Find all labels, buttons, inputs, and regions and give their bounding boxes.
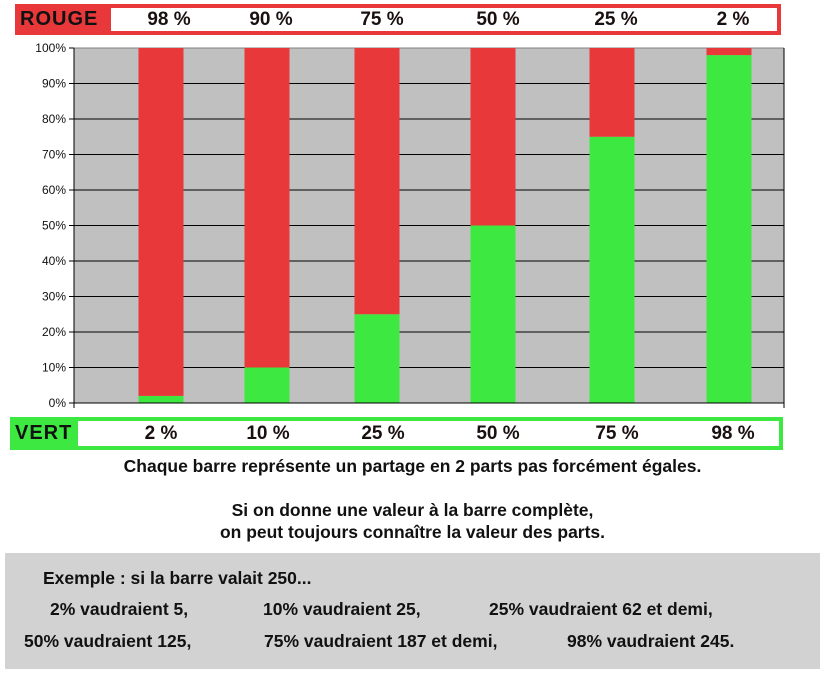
example-item: 2% vaudraient 5, (50, 599, 189, 619)
caption-line-2: Si on donne une valeur à la barre complè… (231, 500, 594, 520)
bar-rouge (470, 48, 516, 226)
y-tick-label: 30% (42, 290, 66, 304)
rouge-value: 2 % (716, 8, 750, 30)
rouge-value: 98 % (147, 8, 191, 30)
vert-value: 98 % (711, 422, 755, 444)
rouge-value: 90 % (249, 8, 293, 30)
bar-vert (706, 55, 752, 403)
bar-rouge (138, 48, 184, 396)
rouge-legend-band: ROUGE 98 % 90 % 75 % 50 % 25 % 2 % (15, 4, 781, 35)
bar-rouge (706, 48, 752, 56)
rouge-value: 75 % (360, 8, 404, 30)
vert-value: 10 % (246, 422, 290, 444)
rouge-value: 25 % (594, 8, 638, 30)
vert-label: VERT (10, 421, 78, 446)
y-tick-label: 40% (42, 254, 66, 268)
example-box: Exemple : si la barre valait 250... 2% v… (5, 553, 820, 669)
bar-vert (138, 395, 184, 403)
example-title: Exemple : si la barre valait 250... (43, 568, 312, 588)
y-tick-label: 90% (42, 77, 66, 91)
example-item: 75% vaudraient 187 et demi, (264, 631, 498, 651)
y-tick-label: 100% (35, 41, 66, 55)
vert-legend-band: VERT 2 % 10 % 25 % 50 % 75 % 98 % (10, 417, 783, 450)
vert-value: 75 % (595, 422, 639, 444)
example-item: 50% vaudraient 125, (24, 631, 192, 651)
bar-vert (244, 367, 290, 403)
bar-vert (589, 136, 635, 403)
y-tick-label: 0% (49, 396, 67, 410)
y-tick-label: 50% (42, 219, 66, 233)
y-tick-label: 80% (42, 112, 66, 126)
bar-rouge (244, 48, 290, 368)
bar-rouge (354, 48, 400, 315)
bar-rouge (589, 48, 635, 137)
bar-vert (354, 314, 400, 403)
vert-value: 2 % (144, 422, 178, 444)
rouge-label: ROUGE (15, 8, 111, 31)
example-item: 10% vaudraient 25, (263, 599, 421, 619)
caption-line-3: on peut toujours connaître la valeur des… (219, 522, 606, 542)
rouge-value: 50 % (476, 8, 520, 30)
y-tick-label: 70% (42, 148, 66, 162)
stacked-bar-chart: 0% 10% 20% 30% 40% 50% 60% 70% 80% 90% 100% (35, 41, 785, 410)
vert-value: 50 % (476, 422, 520, 444)
example-item: 25% vaudraient 62 et demi, (489, 599, 713, 619)
vert-value: 25 % (361, 422, 405, 444)
example-item: 98% vaudraient 245. (567, 631, 735, 651)
bar-vert (470, 225, 516, 403)
y-tick-label: 10% (42, 361, 66, 375)
y-tick-label: 60% (42, 183, 66, 197)
caption-line-1: Chaque barre représente un partage en 2 … (123, 456, 702, 476)
y-tick-label: 20% (42, 325, 66, 339)
